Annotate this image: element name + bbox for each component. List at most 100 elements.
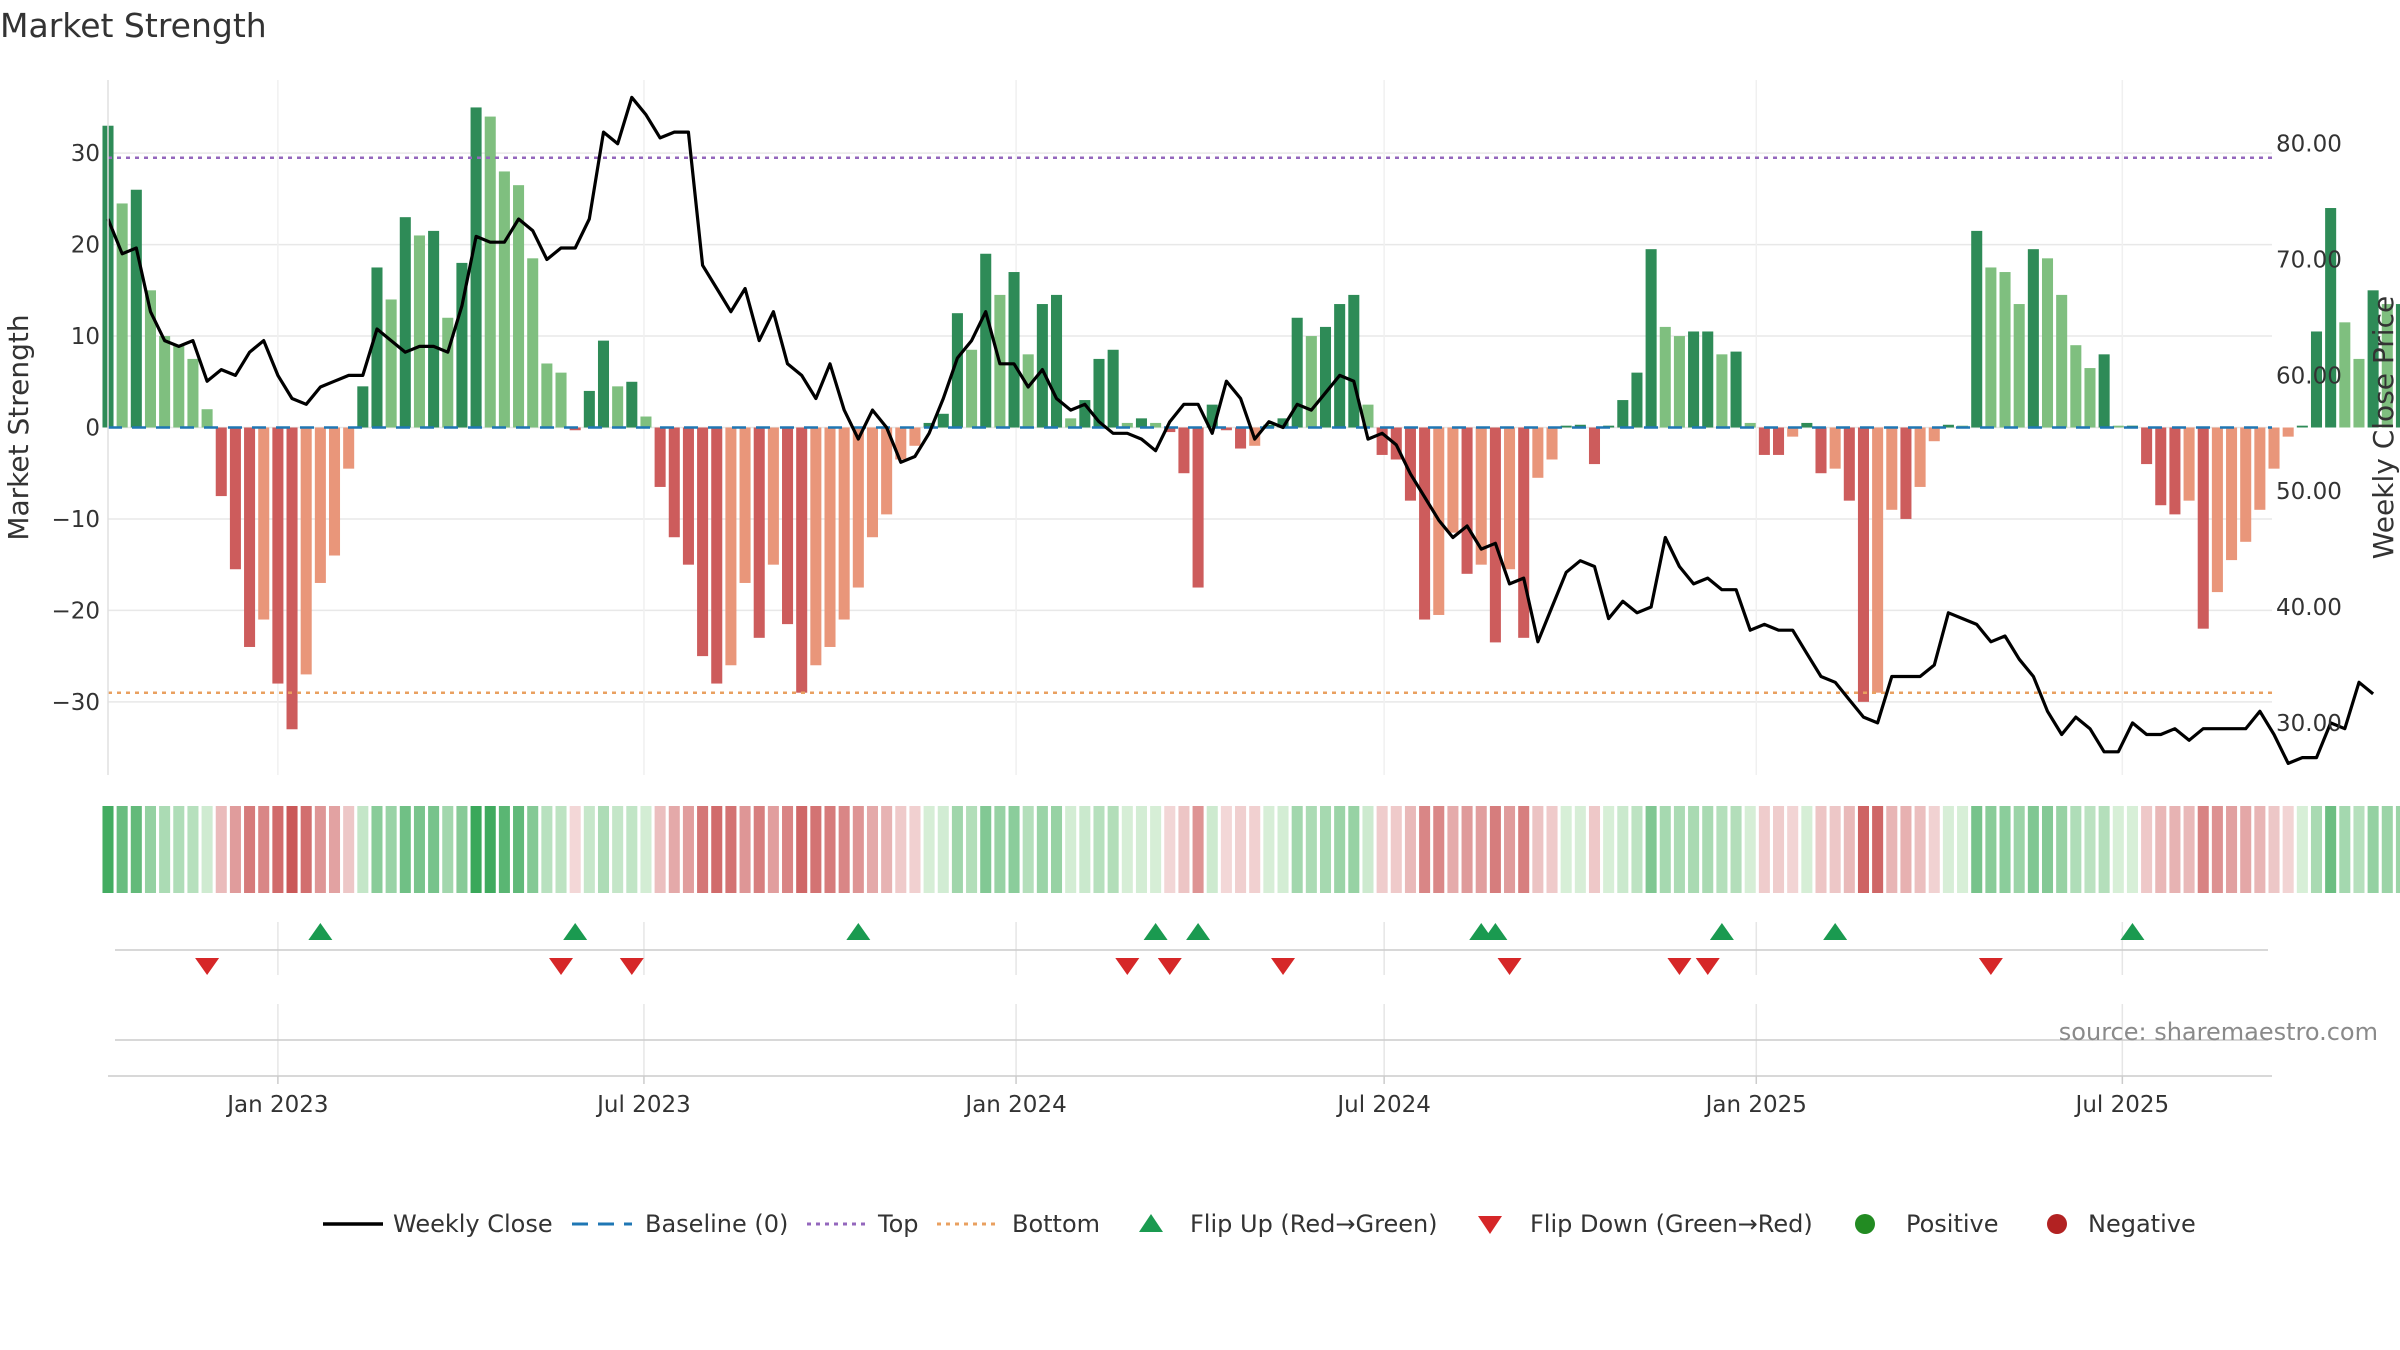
strip-cell [258,806,270,893]
strength-bar [937,413,949,428]
strip-cell [1645,806,1657,893]
strip-cell [456,806,468,893]
strength-bar [1758,427,1770,455]
strength-bar [654,427,666,487]
x-tick-label: Jul 2023 [595,1092,691,1118]
legend-item: Bottom [937,1210,1100,1238]
strength-bar [1942,424,1954,428]
strength-bar [272,427,284,684]
strength-bar [1220,427,1232,431]
legend-label: Flip Up (Red→Green) [1190,1210,1438,1238]
strength-bar [2282,427,2294,437]
strip-cell [300,806,312,893]
strength-bar [1263,424,1275,428]
strip-cell [2240,806,2252,893]
legend-label: Baseline (0) [645,1210,788,1238]
strip-cell [2268,806,2280,893]
strip-cell [1815,806,1827,893]
y2-tick-label: 80.00 [2276,132,2342,158]
strip-cell [2126,806,2138,893]
strip-cell [1334,806,1346,893]
strip-cell [1150,806,1162,893]
y2-tick-label: 50.00 [2276,479,2342,505]
strength-bar [215,427,227,497]
strip-cell [1744,806,1756,893]
strength-bar [1362,404,1374,428]
strip-cell [923,806,935,893]
strength-bar [173,345,185,428]
strip-cell [1985,806,1997,893]
strength-bar [1022,354,1034,428]
strip-cell [1758,806,1770,893]
strength-bar [244,427,256,647]
strip-cell [697,806,709,893]
x-tick-label: Jan 2023 [225,1092,328,1118]
strip-cell [1404,806,1416,893]
strip-cell [711,806,723,893]
strength-bar [824,427,836,647]
y2-tick-label: 30.00 [2276,711,2342,737]
y-tick-label: 0 [85,416,100,442]
strip-cell [215,806,227,893]
flip-markers [115,922,2268,975]
strip-cell [1730,806,1742,893]
heat-strip [102,806,2400,893]
strength-bar [1829,427,1841,469]
strength-bar [2041,258,2054,428]
strength-bar [838,427,850,620]
y-tick-label: 20 [71,233,100,259]
strip-cell [513,806,525,893]
strip-cell [1291,806,1303,893]
strip-cell [1617,806,1629,893]
strength-bar [1886,427,1898,510]
legend-label: Flip Down (Green→Red) [1530,1210,1813,1238]
strength-bar [1036,304,1048,428]
strip-cell [1588,806,1601,893]
strip-cell [2353,806,2365,893]
legend-label: Bottom [1012,1210,1100,1238]
strip-cell [1971,806,1983,893]
legend-item: Flip Up (Red→Green) [1139,1210,1438,1238]
strength-bar [130,189,142,428]
strip-cell [1079,806,1091,893]
strength-bar [413,235,425,428]
strip-cell [881,806,893,893]
strength-bar [725,427,737,666]
legend-swatch-flip-up [1139,1214,1163,1232]
strength-bar [1560,425,1572,428]
chart-title: Market Strength [0,6,267,45]
legend-item: Positive [1855,1210,1999,1238]
strength-bar [286,427,298,730]
strip-cell [1659,806,1671,893]
y-tick-label: −20 [51,598,100,624]
strip-cell [1928,806,1940,893]
strength-bar [1801,422,1813,428]
strip-cell [371,806,383,893]
strength-bar [1815,427,1827,474]
strip-cell [343,806,355,893]
strip-cell [1518,806,1530,893]
y2-tick-label: 40.00 [2276,595,2342,621]
strength-bar [1079,400,1091,428]
strength-bar [1475,427,1487,565]
strip-cell [1249,806,1261,893]
strip-cell [1348,806,1360,893]
strength-bar [1504,427,1516,570]
strength-bar [1985,267,1997,428]
strip-cell [1829,806,1841,893]
legend-swatch-negative [2047,1214,2067,1234]
strength-bar [2183,427,2195,501]
strength-bar [1319,326,1332,428]
strength-bar [1872,427,1884,693]
strength-bar [1617,400,1629,428]
strength-bar [442,317,454,428]
strip-cell [102,806,114,893]
strip-cell [1192,806,1204,893]
strength-bar [1631,372,1643,428]
flip-up-marker [1143,923,1168,940]
strip-cell [1277,806,1289,893]
strip-cell [399,806,411,893]
strip-cell [682,806,694,893]
strip-cell [1688,806,1700,893]
strip-cell [824,806,836,893]
